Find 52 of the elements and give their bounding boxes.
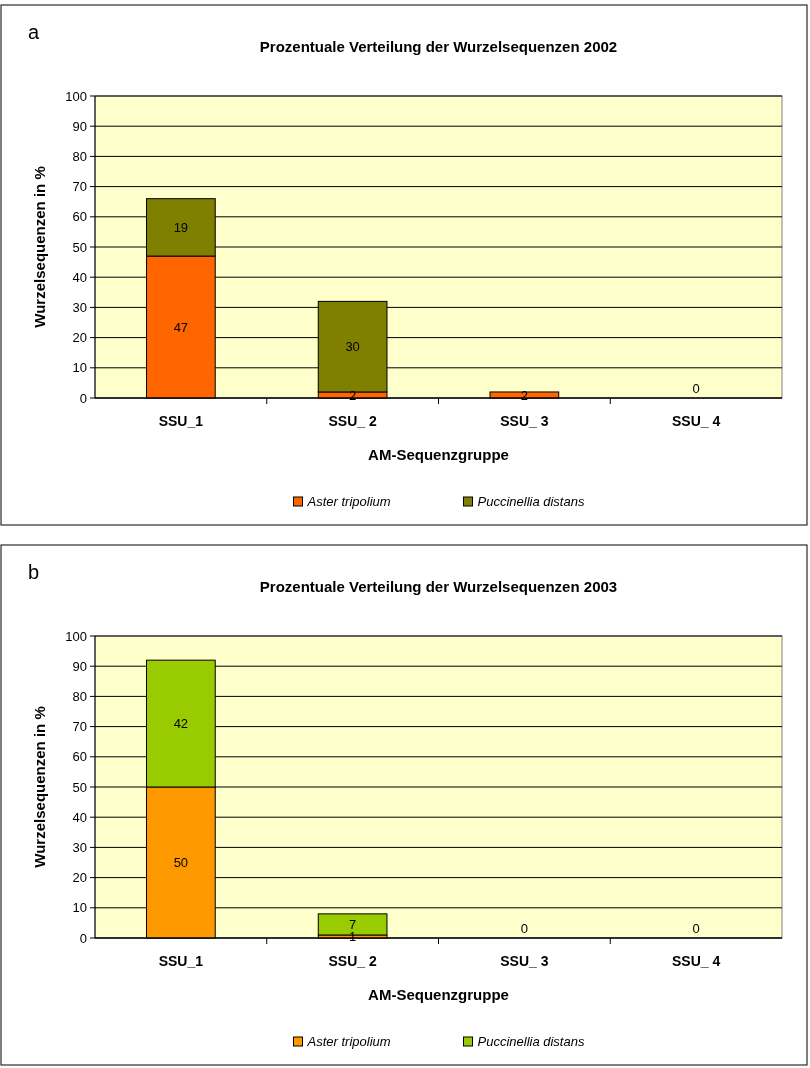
y-tick-label: 30 [72, 299, 87, 315]
y-tick-label: 40 [72, 269, 87, 285]
y-tick-label: 80 [72, 148, 87, 164]
text: b [28, 561, 40, 583]
y-tick-label: 20 [72, 330, 87, 346]
x-tick-label: SSU_ 4 [672, 413, 721, 429]
x-axis-title: AM-Sequenzgruppe [368, 446, 509, 463]
data-label: 47 [173, 319, 189, 335]
data-label: 1 [349, 929, 357, 945]
x-tick-label: SSU_ 4 [672, 953, 721, 969]
y-tick-label: 90 [72, 658, 87, 674]
y-tick-label: 60 [72, 749, 87, 765]
legend-label: Aster tripolium [306, 494, 391, 509]
data-label: 7 [349, 916, 357, 932]
legend-label: Aster tripolium [306, 1034, 391, 1049]
y-tick-label: 80 [72, 688, 87, 704]
y-tick-label: 50 [72, 239, 87, 255]
data-label: 50 [173, 855, 189, 871]
y-axis-title: Wurzelsequenzen in % [31, 706, 48, 868]
y-tick-label: 0 [79, 930, 87, 946]
data-label: 42 [173, 716, 189, 732]
y-tick-label: 20 [72, 870, 87, 886]
y-tick-label: 100 [65, 628, 87, 644]
x-tick-label: SSU_ 2 [328, 413, 377, 429]
x-tick-label: SSU_ 3 [500, 413, 549, 429]
y-tick-label: 60 [72, 209, 87, 225]
data-label: 30 [345, 339, 360, 355]
y-axis-title: Wurzelsequenzen in % [31, 166, 48, 328]
y-tick-label: 10 [72, 360, 87, 376]
x-tick-label: SSU_1 [158, 953, 204, 969]
x-tick-label: SSU_1 [158, 413, 204, 429]
legend-label: Puccinellia distans [477, 494, 585, 509]
data-label: 0 [692, 920, 700, 936]
x-tick-label: SSU_ 2 [328, 953, 377, 969]
y-tick-label: 10 [72, 900, 87, 916]
y-tick-label: 70 [72, 719, 87, 735]
chart-title: Prozentuale Verteilung der Wurzelsequenzen 2003 [259, 578, 618, 595]
y-tick-label: 90 [72, 118, 87, 134]
y-tick-label: 100 [65, 88, 87, 104]
data-label: 0 [692, 380, 700, 396]
x-axis-title: AM-Sequenzgruppe [368, 986, 509, 1003]
chart-title: Prozentuale Verteilung der Wurzelsequenzen 2002 [259, 38, 618, 55]
legend-label: Puccinellia distans [477, 1034, 585, 1049]
text: a [28, 21, 40, 43]
y-tick-label: 30 [72, 839, 87, 855]
y-tick-label: 50 [72, 779, 87, 795]
y-tick-label: 70 [72, 179, 87, 195]
y-tick-label: 0 [79, 390, 87, 406]
data-label: 19 [173, 219, 189, 235]
y-tick-label: 40 [72, 809, 87, 825]
data-label: 0 [520, 920, 528, 936]
x-tick-label: SSU_ 3 [500, 953, 549, 969]
